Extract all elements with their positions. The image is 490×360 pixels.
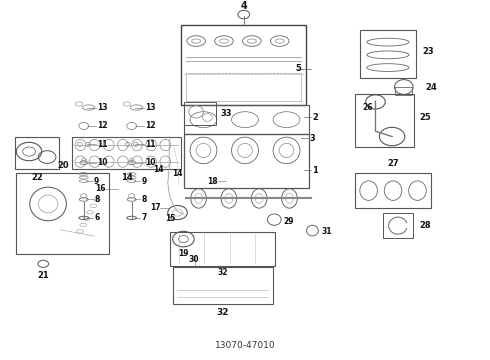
Text: 7: 7 — [142, 213, 147, 222]
Text: 26: 26 — [362, 103, 373, 112]
Text: 10: 10 — [98, 158, 108, 167]
Bar — [170, 232, 275, 266]
Text: 8: 8 — [142, 195, 147, 204]
Bar — [172, 267, 273, 305]
Text: 11: 11 — [146, 140, 156, 149]
Text: 11: 11 — [98, 140, 108, 149]
Text: 27: 27 — [387, 159, 399, 168]
Bar — [16, 173, 109, 254]
Text: 12: 12 — [98, 121, 108, 130]
Text: 6: 6 — [94, 213, 99, 222]
Text: 13070-47010: 13070-47010 — [215, 342, 275, 351]
Bar — [15, 137, 59, 170]
Text: 13: 13 — [98, 103, 108, 112]
Text: 14: 14 — [172, 169, 183, 178]
Text: 31: 31 — [321, 227, 332, 236]
Text: 10: 10 — [146, 158, 156, 167]
Text: 14: 14 — [121, 173, 132, 182]
Bar — [186, 73, 301, 101]
Bar — [72, 137, 181, 170]
Text: 4: 4 — [241, 1, 247, 11]
Bar — [184, 105, 309, 134]
Text: 13: 13 — [146, 103, 156, 112]
Text: 22: 22 — [31, 173, 43, 182]
Text: 1: 1 — [313, 166, 318, 175]
Text: 28: 28 — [419, 221, 431, 230]
Text: 2: 2 — [313, 113, 318, 122]
Bar — [360, 31, 416, 78]
Text: 32: 32 — [217, 308, 229, 317]
Text: 9: 9 — [94, 177, 99, 186]
Text: 12: 12 — [146, 121, 156, 130]
Text: 9: 9 — [142, 177, 147, 186]
Text: 21: 21 — [37, 271, 49, 280]
Text: 17: 17 — [150, 203, 160, 212]
Text: 19: 19 — [178, 249, 189, 258]
Text: 23: 23 — [422, 48, 434, 57]
Text: 29: 29 — [283, 217, 294, 226]
Text: 16: 16 — [95, 184, 106, 193]
Text: 5: 5 — [295, 64, 301, 73]
Bar — [355, 173, 431, 208]
Text: 24: 24 — [426, 82, 438, 91]
Text: 30: 30 — [189, 255, 199, 264]
Text: 15: 15 — [166, 214, 176, 223]
Text: 32: 32 — [218, 268, 228, 277]
Bar — [184, 102, 216, 125]
Text: 33: 33 — [220, 109, 232, 118]
Text: 18: 18 — [207, 177, 218, 186]
Bar — [184, 134, 309, 188]
Bar — [355, 94, 414, 147]
Text: 3: 3 — [310, 134, 315, 143]
Bar — [395, 87, 412, 95]
Text: 25: 25 — [419, 113, 431, 122]
Text: 14: 14 — [153, 165, 164, 174]
Bar — [383, 213, 413, 238]
Text: 8: 8 — [94, 195, 99, 204]
Text: 20: 20 — [57, 161, 69, 170]
Bar — [181, 25, 306, 105]
